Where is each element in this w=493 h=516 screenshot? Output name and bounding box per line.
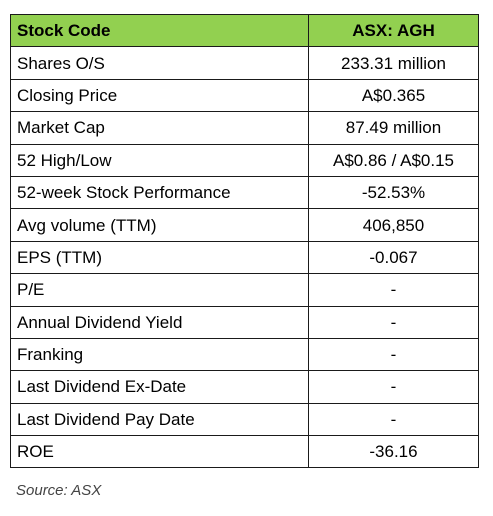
row-value: -0.067 (308, 240, 479, 275)
table-row: Shares O/S 233.31 million (10, 46, 479, 80)
table-row: 52-week Stock Performance -52.53% (10, 175, 479, 210)
row-label: 52 High/Low (10, 143, 309, 177)
row-label: ROE (10, 435, 309, 469)
table-row: Market Cap 87.49 million (10, 111, 479, 145)
row-value: 233.31 million (308, 46, 479, 80)
row-label: Avg volume (TTM) (10, 208, 309, 242)
row-value: A$0.365 (308, 78, 479, 113)
row-value: - (308, 305, 479, 339)
table-header-row: Stock Code ASX: AGH (10, 13, 479, 48)
row-label: Annual Dividend Yield (10, 305, 309, 339)
table-row: P/E - (10, 273, 479, 307)
table-row: Annual Dividend Yield - (10, 305, 479, 339)
table-row: Last Dividend Ex-Date - (10, 370, 479, 404)
row-value: A$0.86 / A$0.15 (308, 143, 479, 177)
table-row: Avg volume (TTM) 406,850 (10, 208, 479, 242)
table-row: EPS (TTM) -0.067 (10, 240, 479, 275)
row-value: -52.53% (308, 175, 479, 210)
row-label: P/E (10, 273, 309, 307)
table-row: 52 High/Low A$0.86 / A$0.15 (10, 143, 479, 177)
stock-info-table: Stock Code ASX: AGH Shares O/S 233.31 mi… (10, 13, 479, 469)
table-row: Last Dividend Pay Date - (10, 402, 479, 437)
table-row: Closing Price A$0.365 (10, 78, 479, 113)
source-note: Source: ASX (16, 482, 102, 499)
row-value: - (308, 402, 479, 437)
table-row: ROE -36.16 (10, 435, 479, 469)
row-value: 87.49 million (308, 111, 479, 145)
row-label: Franking (10, 337, 309, 372)
row-value: -36.16 (308, 435, 479, 469)
row-label: Last Dividend Ex-Date (10, 370, 309, 404)
header-value: ASX: AGH (308, 13, 479, 48)
row-value: - (308, 337, 479, 372)
row-label: Last Dividend Pay Date (10, 402, 309, 437)
table-row: Franking - (10, 337, 479, 372)
row-value: - (308, 370, 479, 404)
row-label: Closing Price (10, 78, 309, 113)
row-value: 406,850 (308, 208, 479, 242)
row-label: Market Cap (10, 111, 309, 145)
row-label: 52-week Stock Performance (10, 175, 309, 210)
header-label: Stock Code (10, 13, 309, 48)
row-label: EPS (TTM) (10, 240, 309, 275)
row-label: Shares O/S (10, 46, 309, 80)
row-value: - (308, 273, 479, 307)
